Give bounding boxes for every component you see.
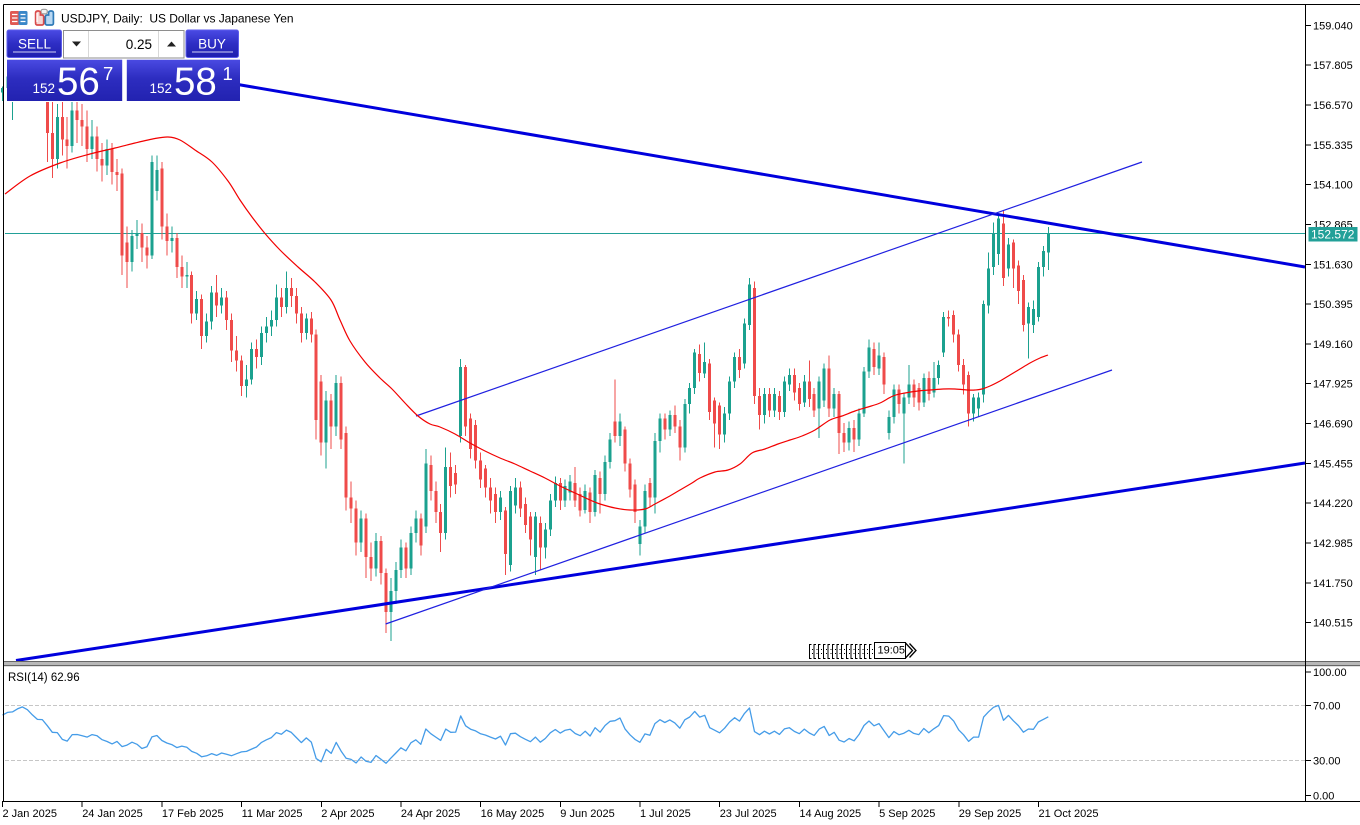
svg-text:154.100: 154.100 (1313, 180, 1353, 192)
svg-text:2 Apr 2025: 2 Apr 2025 (321, 808, 374, 820)
svg-text:150.395: 150.395 (1313, 299, 1353, 311)
svg-text:149.160: 149.160 (1313, 339, 1353, 351)
svg-text:100.00: 100.00 (1313, 667, 1347, 679)
svg-text:70.00: 70.00 (1313, 701, 1341, 713)
svg-text:159.040: 159.040 (1313, 20, 1353, 32)
svg-text:5 Sep 2025: 5 Sep 2025 (879, 808, 935, 820)
svg-text:1 Jul 2025: 1 Jul 2025 (640, 808, 691, 820)
svg-text:16 May 2025: 16 May 2025 (481, 808, 545, 820)
svg-text:152: 152 (33, 81, 56, 96)
svg-text:19:05: 19:05 (878, 645, 906, 657)
svg-text:29 Sep 2025: 29 Sep 2025 (959, 808, 1021, 820)
svg-text:147.925: 147.925 (1313, 379, 1353, 391)
svg-text:0.00: 0.00 (1313, 791, 1334, 803)
svg-text:145.455: 145.455 (1313, 458, 1353, 470)
svg-text:140.515: 140.515 (1313, 618, 1353, 630)
svg-text:152: 152 (150, 81, 173, 96)
svg-text:0.25: 0.25 (126, 37, 152, 52)
svg-text:141.750: 141.750 (1313, 578, 1353, 590)
svg-text:24 Apr 2025: 24 Apr 2025 (401, 808, 460, 820)
svg-text:58: 58 (174, 61, 217, 104)
svg-text:SELL: SELL (18, 37, 52, 52)
svg-text:17 Feb 2025: 17 Feb 2025 (162, 808, 224, 820)
svg-text:11 Mar 2025: 11 Mar 2025 (242, 808, 303, 820)
svg-text:23 Jul 2025: 23 Jul 2025 (720, 808, 777, 820)
svg-text:56: 56 (57, 61, 100, 104)
svg-text:21 Oct 2025: 21 Oct 2025 (1039, 808, 1099, 820)
svg-text:RSI(14) 62.96: RSI(14) 62.96 (8, 672, 80, 684)
svg-text:9 Jun 2025: 9 Jun 2025 (560, 808, 614, 820)
svg-text:144.220: 144.220 (1313, 498, 1353, 510)
svg-text:146.690: 146.690 (1313, 419, 1353, 431)
svg-text:USDJPY, Daily: US Dollar vs J: USDJPY, Daily: US Dollar vs Japanese Yen (61, 12, 294, 26)
svg-text:BUY: BUY (198, 37, 226, 52)
svg-text:142.985: 142.985 (1313, 538, 1353, 550)
svg-text:156.570: 156.570 (1313, 100, 1353, 112)
svg-text:1: 1 (223, 63, 233, 84)
svg-text:152.572: 152.572 (1311, 228, 1355, 242)
svg-text:155.335: 155.335 (1313, 140, 1353, 152)
svg-text:7: 7 (103, 63, 113, 84)
svg-text:151.630: 151.630 (1313, 259, 1353, 271)
svg-text:24 Jan 2025: 24 Jan 2025 (82, 808, 143, 820)
svg-text:30.00: 30.00 (1313, 755, 1341, 767)
svg-text:157.805: 157.805 (1313, 60, 1353, 72)
svg-text:2 Jan 2025: 2 Jan 2025 (3, 808, 57, 820)
svg-text:14 Aug 2025: 14 Aug 2025 (799, 808, 861, 820)
